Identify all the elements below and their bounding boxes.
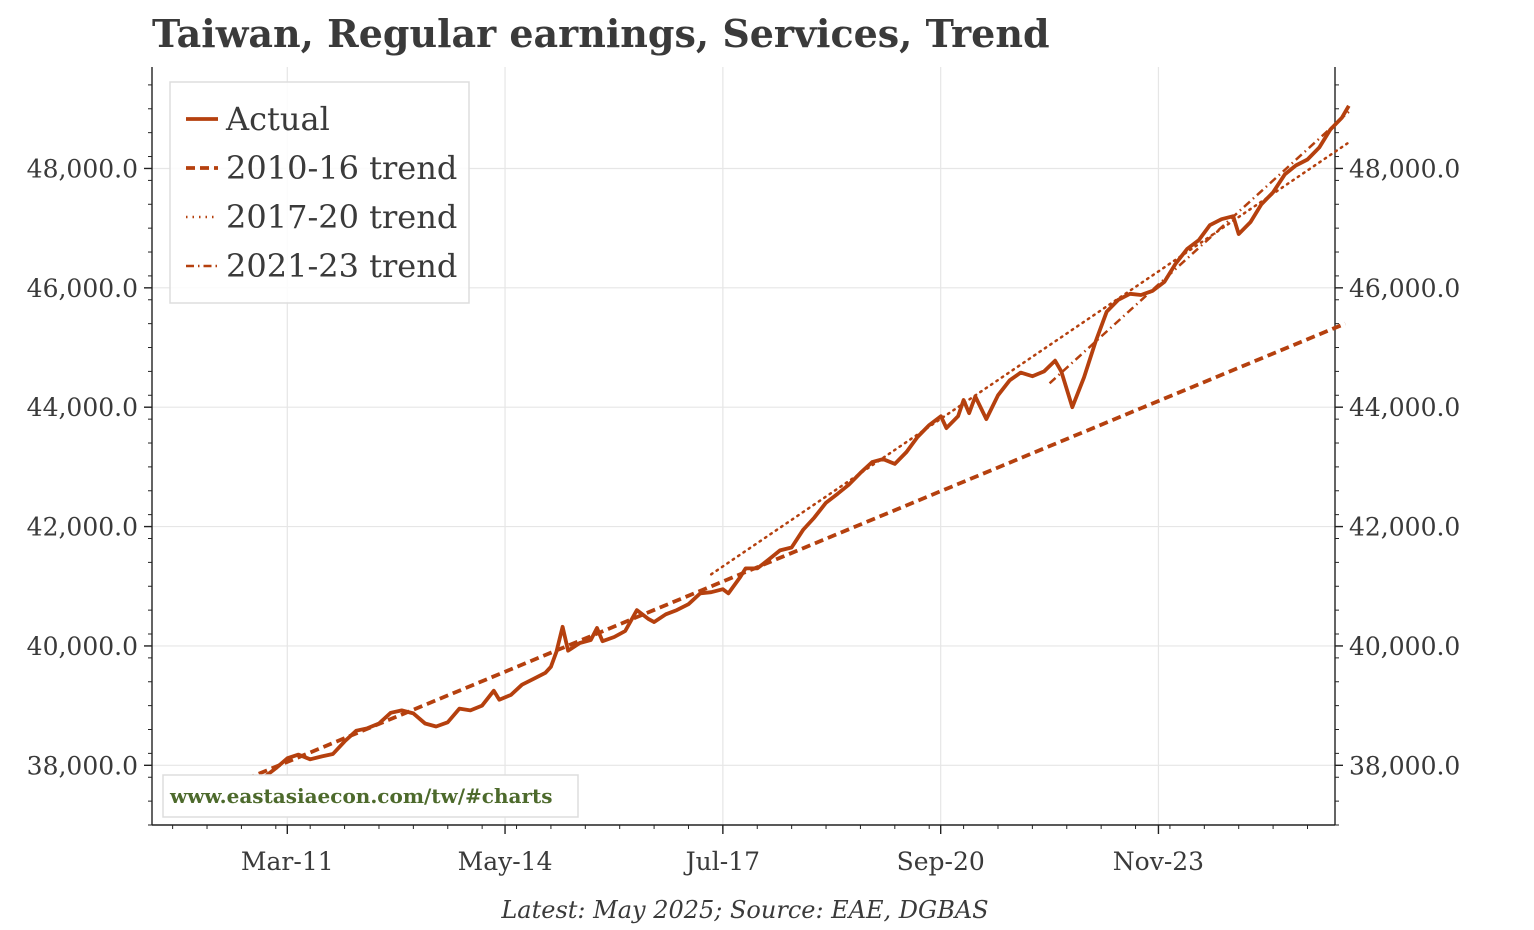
series-line-1 [206,321,1347,797]
y-tick-label-left-4: 46,000.0 [27,274,138,303]
watermark-background [162,774,579,818]
footer-source: Latest: May 2025; Source: EAE, DGBAS [500,896,988,924]
y-tick-label-left-1: 40,000.0 [27,632,138,661]
legend-box [169,81,470,304]
legend: Actual 2010-16 trend 2017-20 trend 2021-23 … [169,81,470,304]
chart-title: Taiwan, Regular earnings, Services, Tren… [152,11,1050,56]
x-tick-label-2: Jul-17 [683,847,760,876]
axes: 38,000.0 38,000.0 40,000.0 40,000.0 42,000.0… [27,84,1460,876]
series-line-2 [709,142,1349,576]
x-tick-label-1: May-14 [458,847,553,876]
y-tick-label-right-4: 46,000.0 [1349,274,1460,303]
legend-label-2: 2017-20 trend [226,198,457,236]
y-tick-label-left-0: 38,000.0 [27,751,138,780]
y-tick-label-left-2: 42,000.0 [27,513,138,542]
y-tick-label-left-3: 44,000.0 [27,393,138,422]
y-tick-label-right-1: 40,000.0 [1349,632,1460,661]
x-tick-label-4: Nov-23 [1113,847,1204,876]
legend-label-1: 2010-16 trend [226,149,457,187]
x-tick-label-0: Mar-11 [241,847,334,876]
y-tick-label-right-3: 44,000.0 [1349,393,1460,422]
legend-label-0: Actual [225,100,330,138]
y-tick-label-right-0: 38,000.0 [1349,751,1460,780]
y-tick-label-right-5: 48,000.0 [1349,154,1460,183]
x-tick-label-3: Sep-20 [897,847,985,876]
watermark-box[interactable]: www.eastasiaecon.com/tw/#charts [162,774,579,818]
plot-frame [151,67,1336,826]
watermark-link[interactable]: www.eastasiaecon.com/tw/#charts [169,784,553,808]
y-tick-label-right-2: 42,000.0 [1349,513,1460,542]
series-line-3 [1048,110,1350,385]
legend-label-3: 2021-23 trend [226,247,457,285]
series-line-0 [206,104,1351,795]
series-lines [206,104,1351,797]
y-tick-label-left-5: 48,000.0 [27,154,138,183]
